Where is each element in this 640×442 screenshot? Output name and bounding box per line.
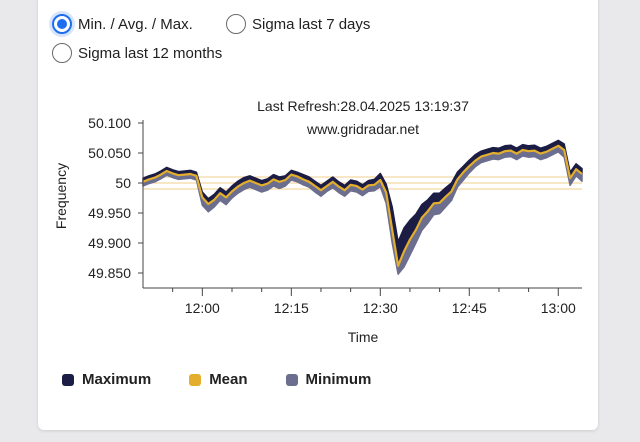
legend-label-maximum: Maximum [82, 371, 152, 388]
x-tick-label: 12:30 [363, 300, 398, 316]
option-sigma-12-months-label: Sigma last 12 months [78, 44, 223, 62]
option-min-avg-max-label: Min. / Avg. / Max. [78, 15, 193, 33]
radio-min-avg-max[interactable] [52, 14, 72, 34]
series-minimum-band [142, 145, 583, 275]
legend-swatch-mean [189, 373, 202, 386]
x-axis-label: Time [348, 329, 379, 345]
radio-sigma-7-days[interactable] [226, 14, 246, 34]
y-tick-label: 49.950 [88, 205, 131, 221]
chart-legend: Maximum Mean Minimum [62, 371, 409, 388]
x-tick-label: 12:45 [452, 300, 487, 316]
legend-item-minimum[interactable]: Minimum [285, 371, 372, 388]
y-tick-label: 50 [115, 175, 131, 191]
y-tick-label: 50.100 [88, 115, 131, 131]
radio-sigma-12-months[interactable] [52, 43, 72, 63]
legend-item-maximum[interactable]: Maximum [62, 371, 151, 388]
option-min-avg-max[interactable]: Min. / Avg. / Max. [52, 14, 193, 34]
legend-label-mean: Mean [209, 371, 248, 388]
legend-swatch-maximum [62, 373, 74, 386]
x-tick-label: 13:00 [541, 300, 576, 316]
chart-annotation-source: www.gridradar.net [306, 121, 419, 137]
y-tick-label: 49.900 [88, 235, 131, 251]
x-tick-label: 12:15 [274, 300, 309, 316]
option-sigma-7-days-label: Sigma last 7 days [252, 15, 371, 33]
legend-item-mean[interactable]: Mean [189, 371, 248, 388]
x-tick-label: 12:00 [185, 300, 220, 316]
legend-swatch-minimum [285, 373, 298, 386]
y-tick-label: 49.850 [88, 265, 131, 281]
chart-annotation-refresh: Last Refresh:28.04.2025 13:19:37 [257, 98, 469, 114]
y-tick-label: 50.050 [88, 145, 131, 161]
option-sigma-7-days[interactable]: Sigma last 7 days [226, 14, 370, 34]
legend-label-minimum: Minimum [305, 371, 372, 388]
option-sigma-12-months[interactable]: Sigma last 12 months [52, 43, 222, 63]
chart-card [38, 0, 598, 430]
y-axis-label: Frequency [53, 163, 69, 229]
series-mean-line [142, 144, 583, 267]
